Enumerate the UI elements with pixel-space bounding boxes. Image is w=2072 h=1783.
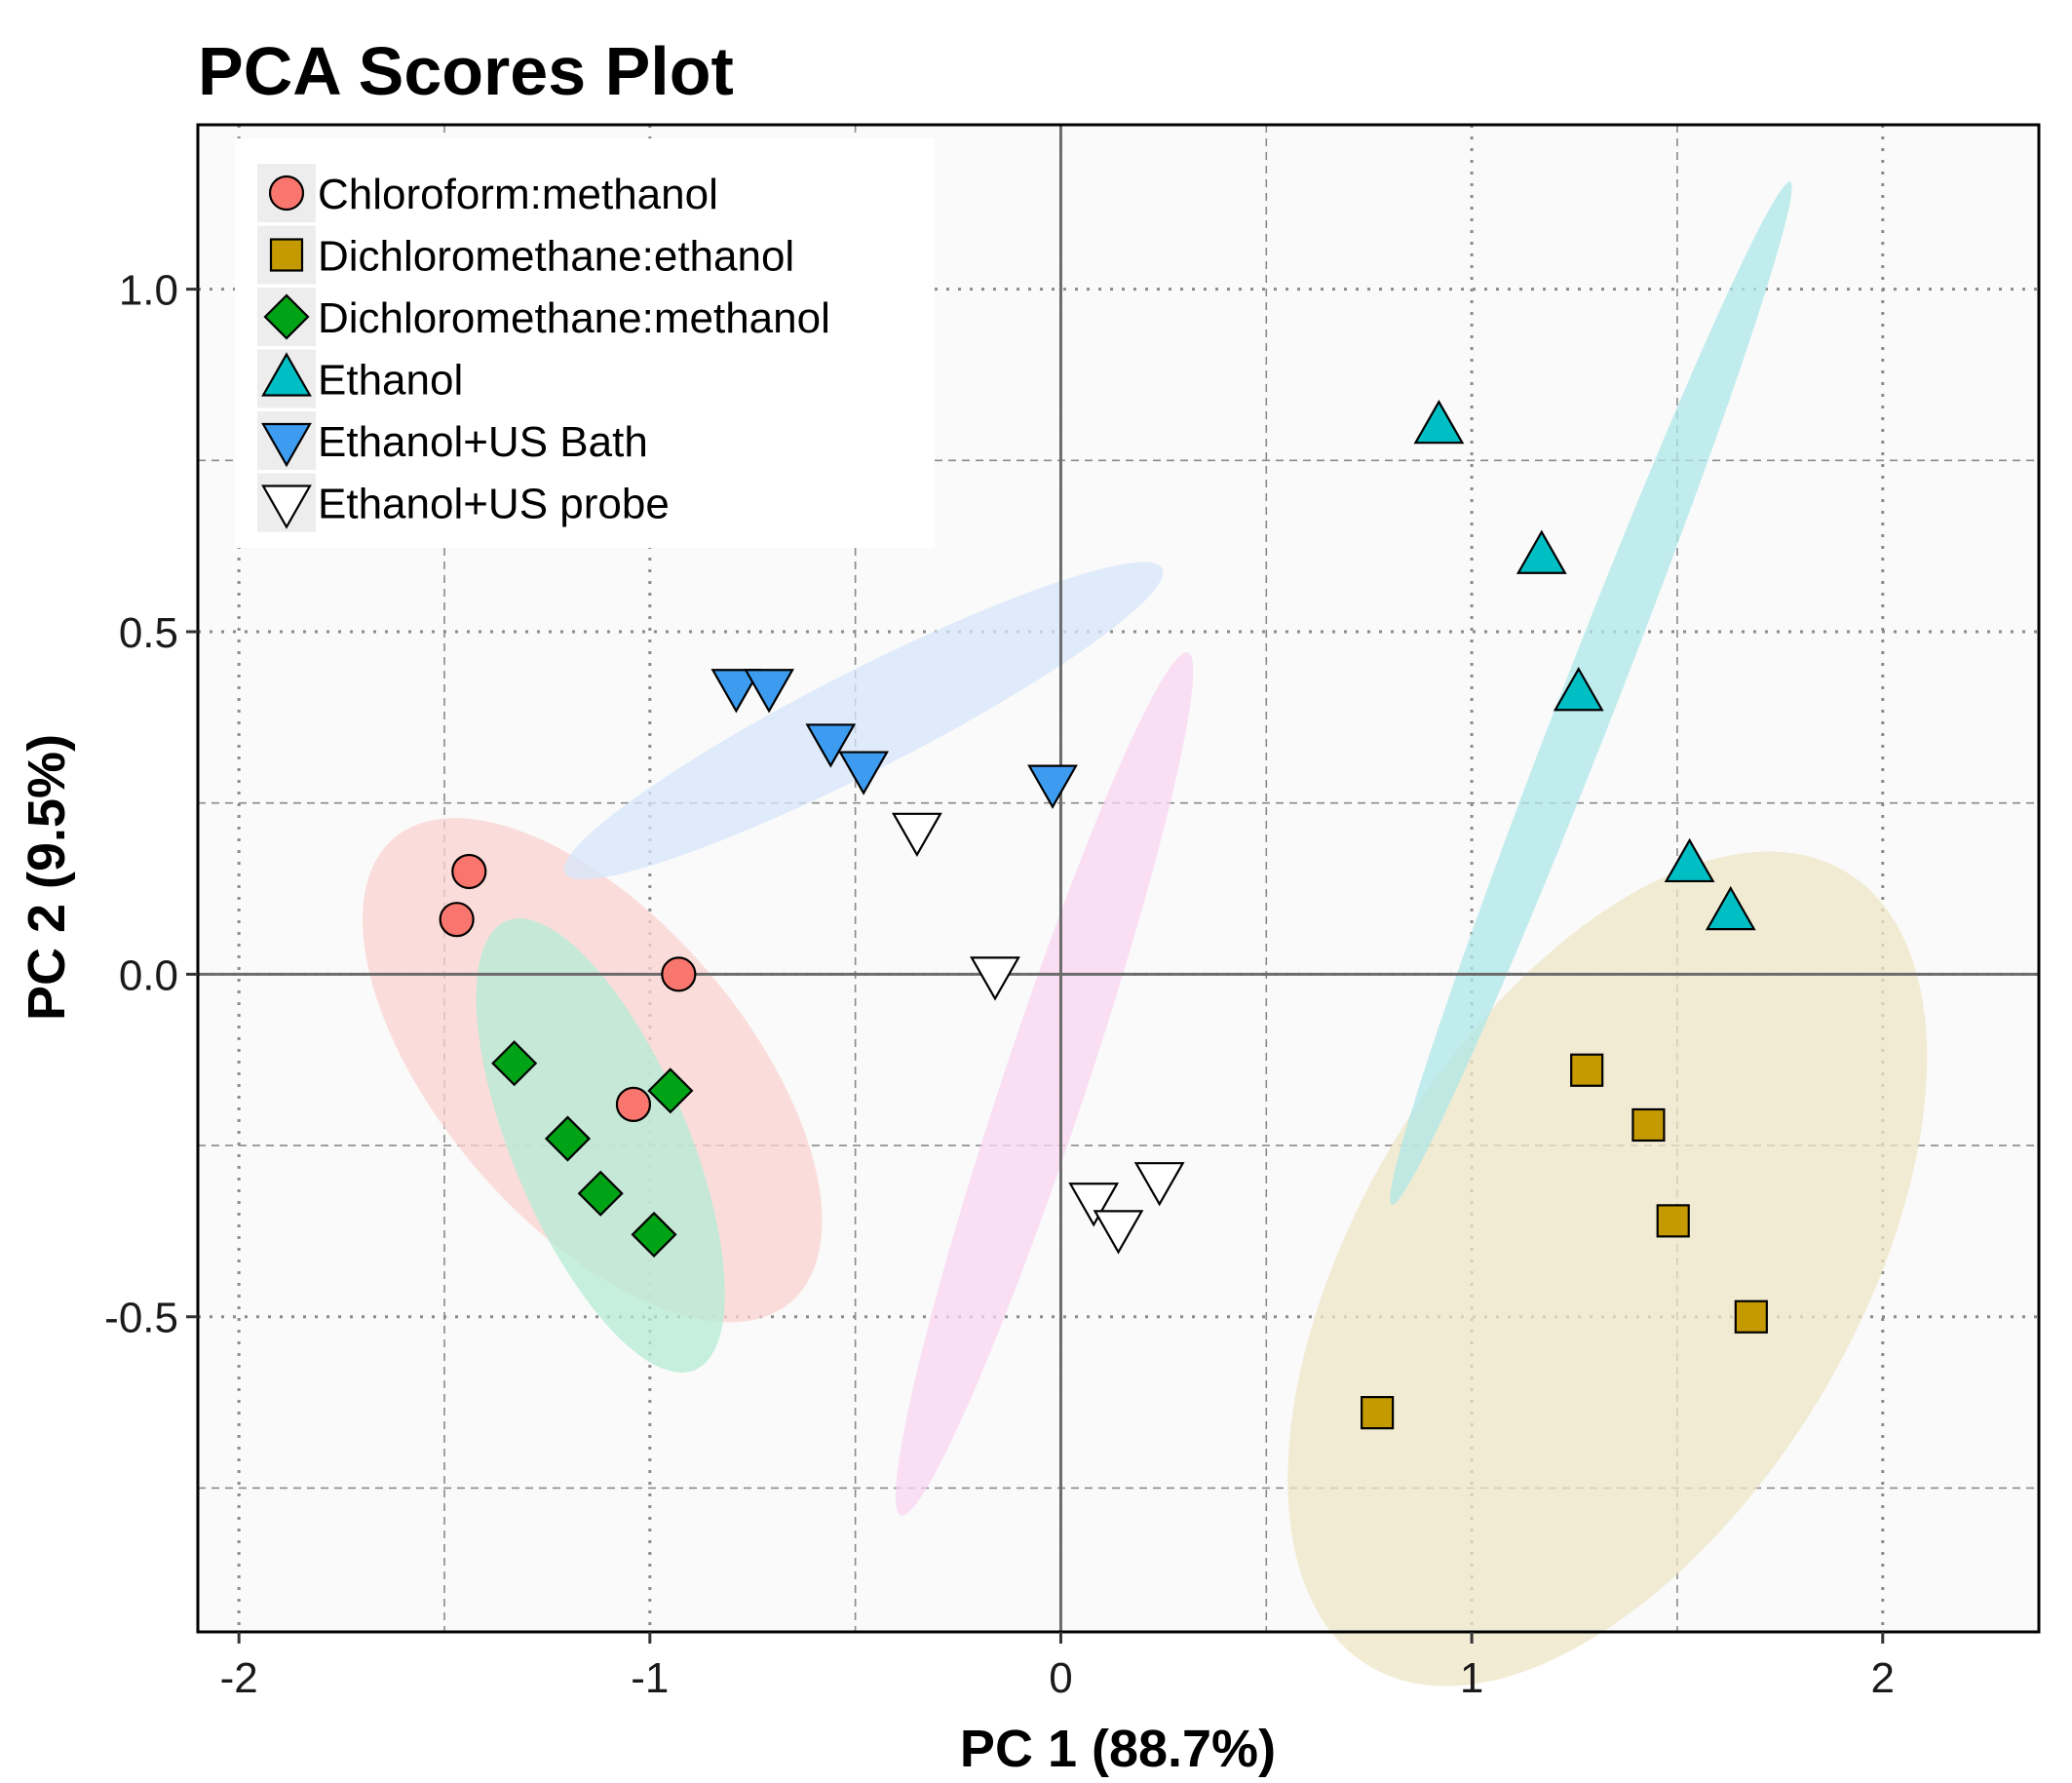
series-4-point-3 — [1553, 667, 1604, 712]
y-tick-label: 0.0 — [119, 951, 178, 999]
plot-border — [196, 123, 2041, 1634]
x-axis-title: PC 1 (88.7%) — [960, 1720, 1276, 1778]
series-6-point-5 — [1133, 1162, 1185, 1207]
chart-title: PCA Scores Plot — [198, 33, 734, 109]
series-1-point-3 — [661, 956, 697, 992]
series-1-point-1 — [451, 853, 487, 890]
series-2-point-4 — [1734, 1299, 1768, 1334]
series-4-point-4 — [1664, 837, 1715, 883]
series-3-point-3 — [544, 1115, 592, 1162]
confidence-ellipse-6 — [895, 652, 1194, 1516]
series-5-point-2 — [744, 669, 794, 714]
x-tick-label: -1 — [631, 1654, 669, 1702]
legend-label-1: Chloroform:methanol — [318, 171, 718, 218]
x-tick-label: 0 — [1049, 1654, 1072, 1702]
series-2-point-2 — [1631, 1107, 1666, 1143]
legend-label-2: Dichloromethane:ethanol — [318, 233, 794, 281]
y-tick-label: 0.5 — [119, 609, 178, 657]
confidence-ellipse-5 — [563, 562, 1164, 880]
legend-key-3 — [263, 293, 310, 340]
confidence-ellipse-2 — [1287, 851, 1928, 1686]
legend-key-1 — [268, 174, 305, 212]
series-1-point-2 — [439, 902, 475, 938]
series-1-point-4 — [615, 1086, 652, 1123]
series-5-point-4 — [838, 751, 889, 795]
confidence-ellipse-3 — [476, 918, 725, 1373]
score-points — [439, 399, 1768, 1430]
legend-label-4: Ethanol — [318, 357, 463, 405]
series-5-point-3 — [805, 723, 857, 768]
x-tick-label: -2 — [220, 1654, 258, 1702]
series-4-point-5 — [1705, 885, 1756, 931]
legend-background — [235, 138, 935, 548]
x-tick-label: 1 — [1460, 1654, 1483, 1702]
legend-key-5 — [261, 422, 312, 468]
legend-label-6: Ethanol+US probe — [318, 481, 670, 528]
series-4-point-1 — [1413, 399, 1465, 445]
legend-key-6 — [261, 485, 312, 529]
series-6-point-3 — [1068, 1182, 1120, 1227]
y-axis-title: PC 2 (9.5%) — [18, 734, 76, 1021]
series-3-point-5 — [631, 1211, 677, 1258]
y-tick-label: -0.5 — [104, 1295, 178, 1342]
series-6-point-1 — [891, 812, 942, 858]
series-3-point-2 — [647, 1067, 694, 1114]
series-5-point-1 — [710, 669, 762, 714]
legend: Chloroform:methanol Dichloromethane:ethan… — [235, 138, 935, 548]
series-6-point-4 — [1093, 1210, 1144, 1255]
series-3-point-4 — [577, 1170, 624, 1217]
series-2-point-3 — [1656, 1204, 1690, 1238]
series-2-point-1 — [1570, 1053, 1604, 1087]
x-tick-label: 2 — [1871, 1654, 1895, 1702]
series-6-point-2 — [970, 956, 1020, 1001]
legend-label-5: Ethanol+US Bath — [318, 418, 648, 466]
series-2-point-5 — [1361, 1396, 1395, 1430]
y-axis-ticks: -0.5 0.0 0.5 1.0 — [104, 267, 198, 1342]
x-axis-ticks: -2 -1 0 1 2 — [220, 1632, 1895, 1702]
series-4-point-2 — [1516, 529, 1567, 574]
series-3-point-1 — [491, 1040, 538, 1087]
y-tick-label: 1.0 — [119, 267, 178, 315]
legend-label-3: Dichloromethane:methanol — [318, 294, 830, 342]
zero-lines — [198, 125, 2039, 1632]
legend-key-2 — [269, 238, 304, 272]
series-5-point-5 — [1027, 764, 1078, 809]
legend-key-4 — [261, 352, 312, 397]
